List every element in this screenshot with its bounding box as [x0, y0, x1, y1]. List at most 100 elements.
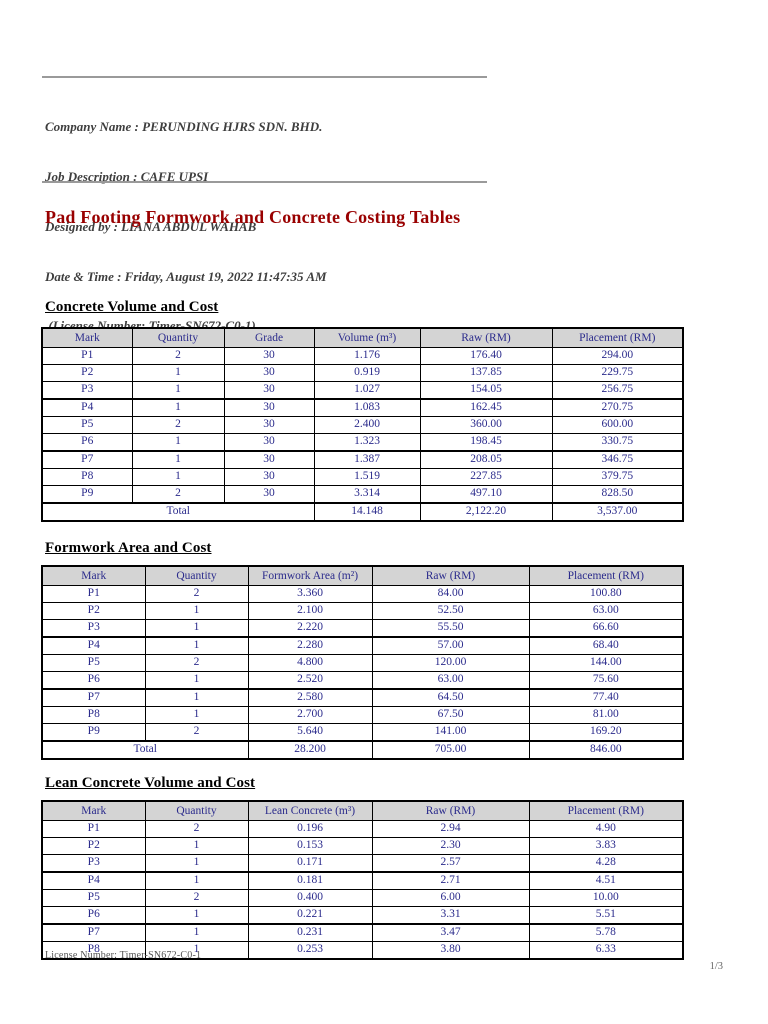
table-cell: 2.71	[371, 871, 530, 890]
table-cell: 1.027	[313, 381, 421, 400]
table-cell: 3.314	[313, 485, 421, 504]
table-cell: 1	[131, 450, 225, 469]
page-title: Pad Footing Formwork and Concrete Costin…	[45, 207, 461, 227]
table-cell: 1	[144, 837, 249, 855]
table-cell: 600.00	[551, 416, 684, 434]
table-row: P8 1 30 1.519 227.85 379.75	[41, 468, 684, 486]
formwork-cost-table: Mark Quantity Formwork Area (m²) Raw (RM) Pl…	[41, 565, 684, 760]
info-line-company: Company Name : PERUNDING HJRS SDN. BHD.	[45, 119, 323, 135]
table-row: P6 1 2.520 63.00 75.60	[41, 671, 684, 690]
table-cell: 270.75	[551, 398, 684, 417]
table-cell: 2.30	[371, 837, 530, 855]
table-cell: P5	[41, 416, 133, 434]
table-cell: P8	[41, 941, 146, 960]
lean-concrete-cost-table: Mark Quantity Lean Concrete (m³) Raw (RM) Pl…	[41, 800, 684, 960]
table-cell: 227.85	[419, 468, 553, 486]
table-cell: 2.57	[371, 854, 530, 873]
column-header: Quantity	[144, 565, 249, 586]
table-cell: 3.80	[371, 941, 530, 960]
table-cell: 30	[223, 433, 315, 452]
table-cell: 6.33	[528, 941, 684, 960]
table-row: P5 2 30 2.400 360.00 600.00	[41, 416, 684, 434]
table-cell: 162.45	[419, 398, 553, 417]
table-cell: 2.280	[247, 636, 373, 655]
table-row: P9 2 5.640 141.00 169.20	[41, 723, 684, 742]
total-value: 28.200	[247, 740, 373, 760]
table-cell: 294.00	[551, 347, 684, 365]
table-cell: P8	[41, 706, 146, 724]
column-header: Placement (RM)	[528, 565, 684, 586]
table-cell: 84.00	[371, 585, 530, 603]
table-cell: 3.31	[371, 906, 530, 925]
table-cell: P6	[41, 433, 133, 452]
table-cell: 169.20	[528, 723, 684, 742]
table-cell: 2	[131, 347, 225, 365]
table-cell: 2	[144, 585, 249, 603]
total-value: 705.00	[371, 740, 530, 760]
table-cell: 0.253	[247, 941, 373, 960]
column-header: Volume (m³)	[313, 327, 421, 348]
table-cell: 57.00	[371, 636, 530, 655]
column-header: Lean Concrete (m³)	[247, 800, 373, 821]
table-cell: 4.800	[247, 654, 373, 672]
table-cell: 30	[223, 485, 315, 504]
table-cell: P7	[41, 688, 146, 707]
table-cell: P1	[41, 347, 133, 365]
table-cell: P2	[41, 837, 146, 855]
table-row: P5 2 0.400 6.00 10.00	[41, 889, 684, 907]
table-cell: 0.181	[247, 871, 373, 890]
column-header: Raw (RM)	[371, 565, 530, 586]
table-cell: 0.196	[247, 820, 373, 838]
table-cell: 30	[223, 364, 315, 382]
table-cell: 2	[144, 654, 249, 672]
table-row: P2 1 30 0.919 137.85 229.75	[41, 364, 684, 382]
table-cell: 64.50	[371, 688, 530, 707]
table-cell: 77.40	[528, 688, 684, 707]
total-value: 14.148	[313, 502, 421, 522]
table-cell: 5.640	[247, 723, 373, 742]
table-row: P4 1 0.181 2.71 4.51	[41, 871, 684, 890]
table-cell: 2	[131, 485, 225, 504]
column-header: Mark	[41, 327, 133, 348]
table-cell: 2.580	[247, 688, 373, 707]
table-cell: P2	[41, 364, 133, 382]
column-header: Grade	[223, 327, 315, 348]
table-cell: 144.00	[528, 654, 684, 672]
concrete-cost-table: Mark Quantity Grade Volume (m³) Raw (RM) Plac…	[41, 327, 684, 522]
table-cell: 1	[131, 433, 225, 452]
table-row: P1 2 0.196 2.94 4.90	[41, 820, 684, 838]
table-cell: 1	[144, 671, 249, 690]
page-number: 1/3	[709, 961, 723, 972]
table-cell: P3	[41, 854, 146, 873]
table-cell: 30	[223, 450, 315, 469]
table-row: P7 1 0.231 3.47 5.78	[41, 923, 684, 942]
table-cell: 5.51	[528, 906, 684, 925]
table-cell: 1	[131, 398, 225, 417]
table-cell: 1	[131, 381, 225, 400]
section-heading-formwork: Formwork Area and Cost	[45, 540, 212, 556]
table-cell: 30	[223, 347, 315, 365]
table-cell: 52.50	[371, 602, 530, 620]
table-row: P8 1 2.700 67.50 81.00	[41, 706, 684, 724]
table-cell: 1	[144, 871, 249, 890]
table-cell: P6	[41, 671, 146, 690]
table-cell: 2.520	[247, 671, 373, 690]
table-cell: 0.153	[247, 837, 373, 855]
table-row: P1 2 30 1.176 176.40 294.00	[41, 347, 684, 365]
table-header-row: Mark Quantity Grade Volume (m³) Raw (RM) Plac…	[41, 327, 684, 348]
table-row: P2 1 0.153 2.30 3.83	[41, 837, 684, 855]
table-row: P8 1 0.253 3.80 6.33	[41, 941, 684, 960]
section-heading-lean-concrete: Lean Concrete Volume and Cost	[45, 775, 256, 791]
table-cell: 2	[131, 416, 225, 434]
column-header: Quantity	[131, 327, 225, 348]
table-cell: P7	[41, 923, 146, 942]
column-header: Placement (RM)	[528, 800, 684, 821]
table-cell: 30	[223, 468, 315, 486]
table-cell: 4.51	[528, 871, 684, 890]
table-cell: 0.400	[247, 889, 373, 907]
table-cell: P8	[41, 468, 133, 486]
table-header-row: Mark Quantity Lean Concrete (m³) Raw (RM) Pl…	[41, 800, 684, 821]
table-row: P3 1 30 1.027 154.05 256.75	[41, 381, 684, 400]
table-cell: 6.00	[371, 889, 530, 907]
table-cell: 1	[131, 468, 225, 486]
